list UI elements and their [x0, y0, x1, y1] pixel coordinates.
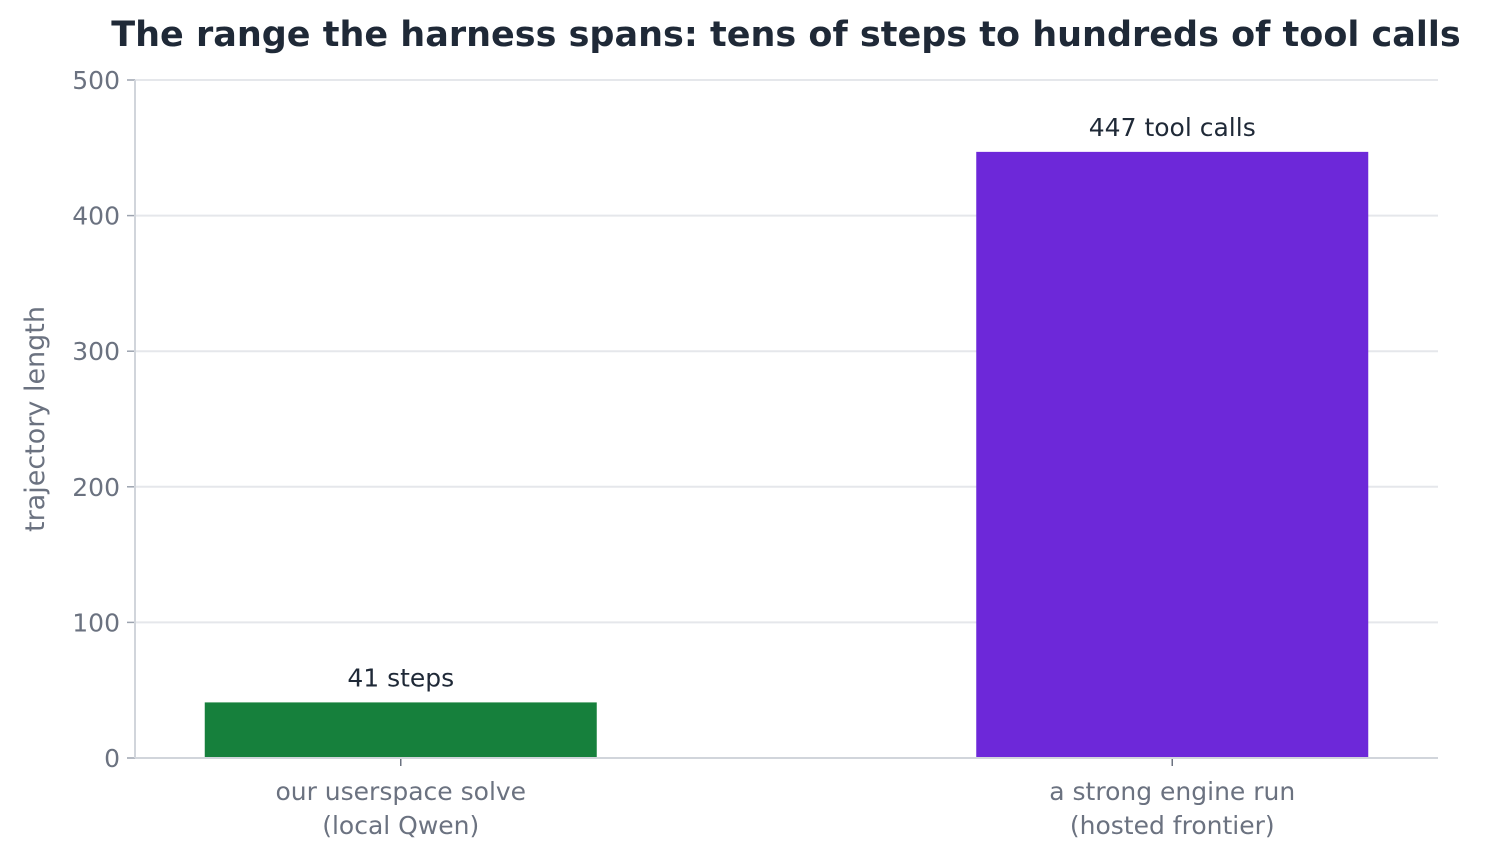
labels: 0 100 200 300 400 500 41 steps our userspace so… [72, 66, 1295, 840]
y-tick-label: 500 [72, 66, 120, 95]
bar [976, 151, 1369, 759]
y-axis-label: trajectory length [20, 306, 51, 532]
y-tick-label: 0 [104, 744, 120, 773]
bar [204, 702, 597, 758]
x-tick-label: our userspace solve [275, 777, 526, 806]
axes [127, 79, 1438, 766]
y-tick-label: 100 [72, 608, 120, 637]
x-tick-label: a strong engine run [1049, 777, 1295, 806]
y-tick-label: 200 [72, 473, 120, 502]
bar-data-label: 447 tool calls [1089, 113, 1256, 142]
bars [204, 151, 1369, 759]
x-tick-label: (local Qwen) [322, 811, 479, 840]
x-tick-label: (hosted frontier) [1070, 811, 1275, 840]
bar-data-label: 41 steps [347, 663, 454, 692]
chart-title: The range the harness spans: tens of ste… [111, 15, 1461, 55]
y-tick-label: 400 [72, 202, 120, 231]
y-tick-label: 300 [72, 337, 120, 366]
